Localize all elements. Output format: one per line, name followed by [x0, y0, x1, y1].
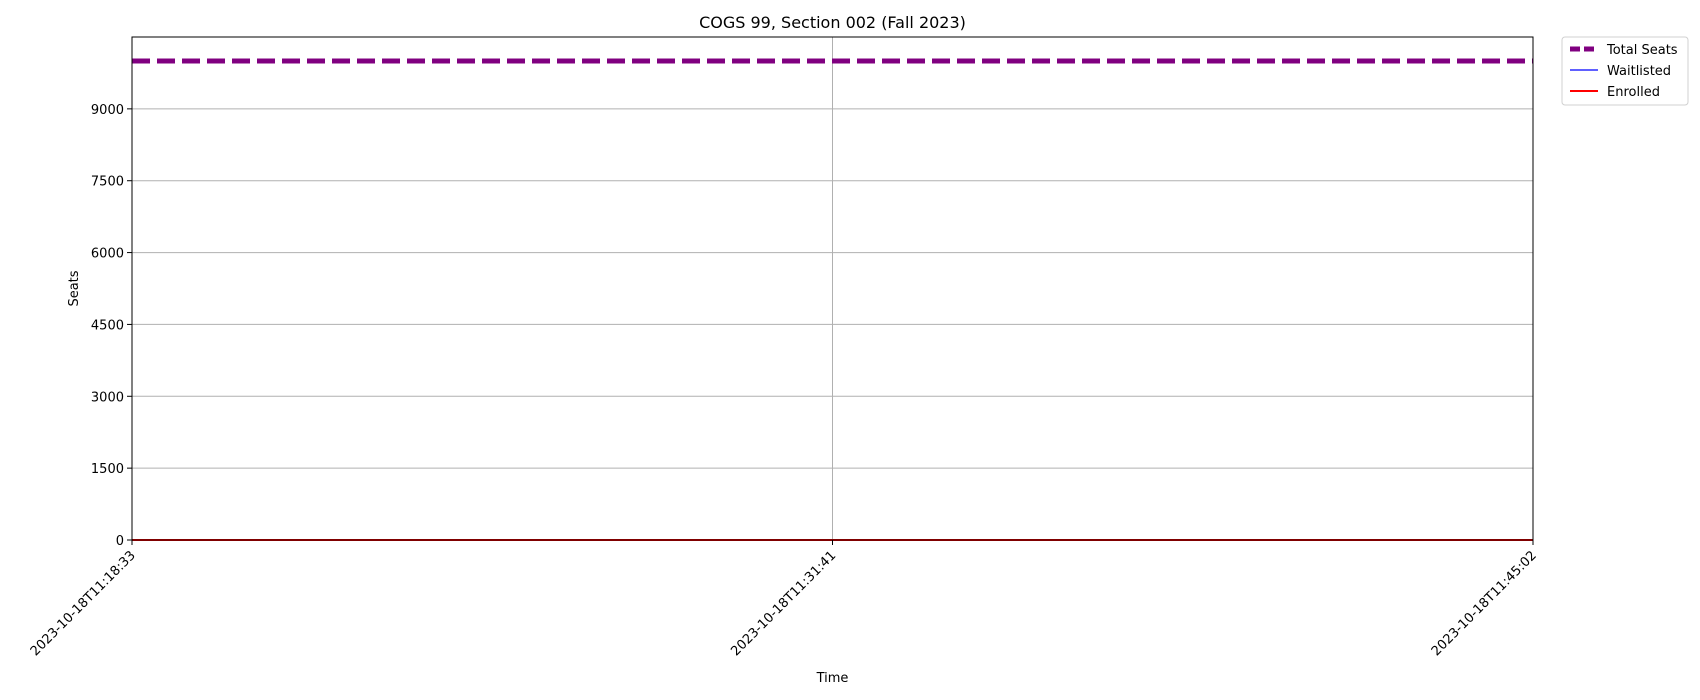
x-tick-label: 2023-10-18T11:18:33 — [28, 548, 139, 659]
y-tick-label: 6000 — [91, 247, 124, 262]
x-axis-title: Time — [816, 671, 849, 686]
grid-layer — [132, 37, 1533, 540]
legend: Total Seats Waitlisted Enrolled — [1561, 36, 1689, 106]
y-tick-label: 0 — [116, 534, 124, 549]
y-tick-label: 3000 — [91, 390, 124, 405]
legend-label: Total Seats — [1606, 43, 1678, 58]
legend-box — [1561, 36, 1689, 106]
legend-label: Enrolled — [1607, 85, 1660, 100]
x-tick-label: 2023-10-18T11:31:41 — [728, 548, 839, 659]
chart-title: COGS 99, Section 002 (Fall 2023) — [699, 13, 966, 32]
y-axis: 0 1500 3000 4500 6000 7500 9000 — [91, 103, 132, 549]
y-tick-label: 7500 — [91, 175, 124, 190]
legend-label: Waitlisted — [1607, 64, 1671, 79]
y-axis-title: Seats — [67, 270, 82, 306]
y-tick-label: 9000 — [91, 103, 124, 118]
x-tick-label: 2023-10-18T11:45:02 — [1429, 548, 1540, 659]
y-tick-label: 1500 — [91, 462, 124, 477]
x-axis: 2023-10-18T11:18:33 2023-10-18T11:31:41 20… — [28, 540, 1540, 659]
y-tick-label: 4500 — [91, 318, 124, 333]
